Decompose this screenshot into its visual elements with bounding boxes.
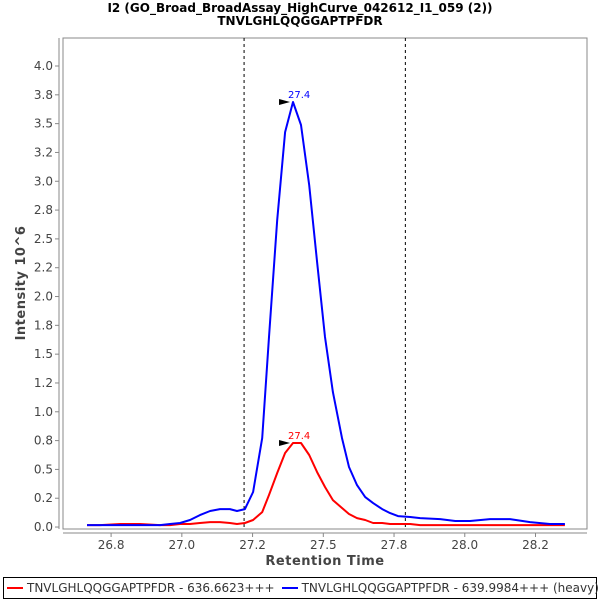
y-axis-label: Intensity 10^6 — [14, 226, 29, 341]
y-tick-label: 2.5 — [34, 232, 53, 246]
y-tick-label: 4.0 — [34, 59, 53, 73]
y-tick-label: 1.0 — [34, 405, 53, 419]
legend-label: TNVLGHLQQGGAPTPFDR - 636.6623+++ — [27, 581, 275, 595]
x-tick-label: 27.5 — [310, 538, 337, 552]
y-tick-label: 2.0 — [34, 290, 53, 304]
x-tick-label: 28.2 — [522, 538, 549, 552]
chart-title: I2 (GO_Broad_BroadAssay_HighCurve_042612… — [107, 1, 493, 15]
x-tick-label: 26.8 — [98, 538, 125, 552]
peak-arrow-icon — [279, 440, 291, 447]
legend-item-heavy: TNVLGHLQQGGAPTPFDR - 639.9984+++ (heavy) — [279, 581, 599, 595]
y-tick-label: 3.5 — [34, 117, 53, 131]
y-tick-label: 0.8 — [34, 434, 53, 448]
y-tick-label: 3.0 — [34, 174, 53, 188]
y-tick-label: 1.5 — [34, 347, 53, 361]
plot-area — [62, 37, 588, 530]
x-tick-label: 27.0 — [168, 538, 195, 552]
y-tick-label: 2.2 — [34, 261, 53, 275]
x-tick-label: 27.2 — [239, 538, 266, 552]
y-tick-label: 2.8 — [34, 203, 53, 217]
y-tick-label: 0.5 — [34, 462, 53, 476]
y-tick-label: 0.0 — [34, 520, 53, 534]
peak-arrow-icon — [279, 98, 291, 105]
legend-swatch-red — [7, 587, 23, 589]
y-tick-label: 3.2 — [34, 145, 53, 159]
x-tick-label: 28.0 — [451, 538, 478, 552]
legend: TNVLGHLQQGGAPTPFDR - 636.6623+++ TNVLGHL… — [3, 577, 599, 599]
y-tick-label: 3.8 — [34, 88, 53, 102]
y-tick-label: 1.8 — [34, 318, 53, 332]
y-tick-label: 0.2 — [34, 491, 53, 505]
x-axis-label: Retention Time — [265, 554, 384, 569]
series-line-light — [87, 442, 565, 527]
chromatogram-chart: 26.8 27.0 27.2 27.5 27.8 28.0 28.2 0.0 0.2 0.5 0.… — [14, 37, 588, 569]
series-line-heavy — [87, 101, 565, 527]
legend-label: TNVLGHLQQGGAPTPFDR - 639.9984+++ (heavy) — [301, 581, 599, 595]
x-tick-label: 27.8 — [381, 538, 408, 552]
peak-label: 27.4 — [288, 431, 310, 442]
y-tick-label: 1.2 — [34, 376, 53, 390]
peak-label: 27.4 — [288, 90, 310, 101]
legend-item-light: TNVLGHLQQGGAPTPFDR - 636.6623+++ — [4, 581, 275, 595]
legend-swatch-blue — [281, 587, 298, 589]
chart-subtitle: TNVLGHLQQGGAPTPFDR — [217, 14, 383, 28]
